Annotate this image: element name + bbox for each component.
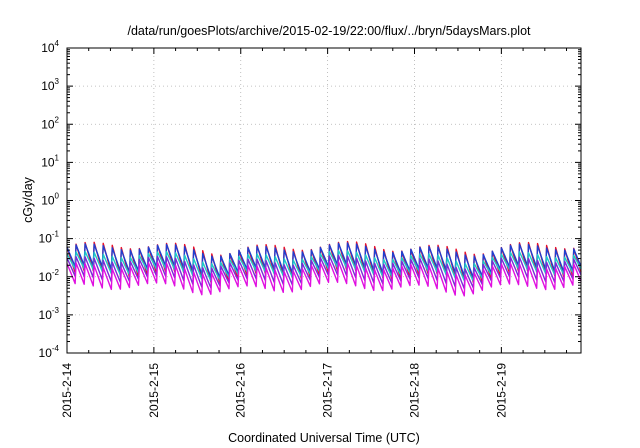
y-tick-label: 101 [41,153,59,169]
x-tick-label: 2015-2-17 [321,363,335,418]
x-tick-labels: 2015-2-14 2015-2-15 2015-2-16 2015-2-17 2015… [60,363,508,418]
x-tick-label: 2015-2-14 [60,363,74,418]
y-tick-label: 104 [41,39,59,55]
y-tick-label: 10-4 [39,344,60,360]
series-line-5 [66,260,582,297]
y-tick-label: 103 [41,77,59,93]
grid [67,48,581,353]
series-group [66,240,582,297]
ticks [66,47,581,354]
series-line-3 [66,249,582,282]
y-axis-label: cGy/day [21,176,35,223]
x-tick-label: 2015-2-18 [407,363,421,418]
y-tick-label: 102 [41,115,59,131]
x-tick-label: 2015-2-19 [494,363,508,418]
x-tick-label: 2015-2-16 [234,363,248,418]
series-line-4 [66,254,582,290]
chart-title: /data/run/goesPlots/archive/2015-02-19/2… [127,24,531,38]
y-tick-label: 10-2 [39,268,60,284]
y-tick-label: 10-1 [39,230,60,246]
series-line-2 [66,242,582,279]
y-tick-labels: 10-4 10-3 10-2 10-1 100 101 102 103 104 [39,39,60,360]
y-tick-label: 100 [41,192,59,208]
x-axis-label: Coordinated Universal Time (UTC) [228,431,420,445]
x-tick-label: 2015-2-15 [147,363,161,418]
y-tick-label: 10-3 [39,306,60,322]
